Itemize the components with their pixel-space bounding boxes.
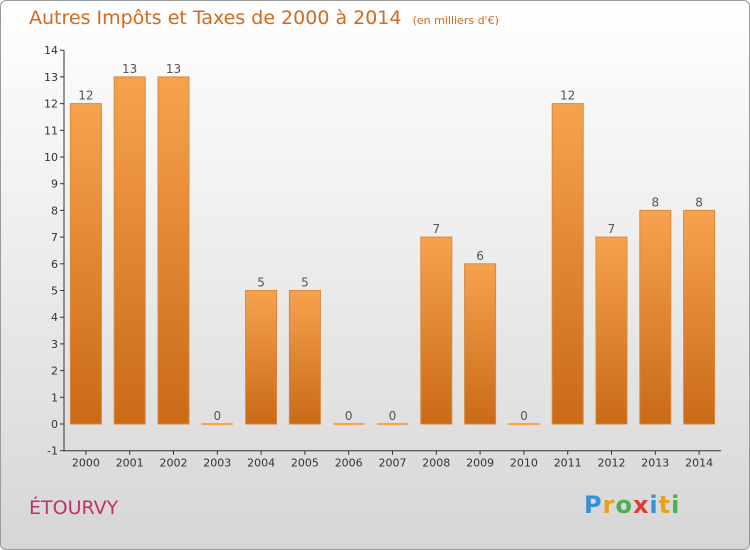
data-label: 0 xyxy=(345,409,353,423)
logo-letter: t xyxy=(658,491,672,519)
data-label: 12 xyxy=(560,89,575,103)
data-label: 8 xyxy=(695,195,703,209)
y-tick-label: 4 xyxy=(51,311,58,324)
bar xyxy=(333,423,365,425)
bar xyxy=(420,236,453,425)
y-tick-label: 11 xyxy=(44,124,58,137)
data-label: 13 xyxy=(122,62,137,76)
data-label: 0 xyxy=(389,409,397,423)
y-tick-label: 13 xyxy=(44,71,58,84)
data-label: 0 xyxy=(213,409,221,423)
logo-letter: i xyxy=(671,491,681,519)
y-tick-label: 5 xyxy=(51,285,58,298)
data-label: 6 xyxy=(476,249,484,263)
data-label: 5 xyxy=(301,276,309,290)
data-label: 13 xyxy=(166,62,181,76)
y-tick-label: 9 xyxy=(51,178,58,191)
bar xyxy=(201,423,233,425)
logo-letter: x xyxy=(632,491,650,519)
x-tick-label: 2011 xyxy=(554,457,582,470)
data-label: 12 xyxy=(78,89,93,103)
x-tick-label: 2012 xyxy=(598,457,626,470)
y-tick-label: 14 xyxy=(44,44,58,57)
chart-title: Autres Impôts et Taxes de 2000 à 2014 xyxy=(29,7,402,29)
bar xyxy=(639,209,672,425)
y-tick-label: -1 xyxy=(47,445,58,458)
bar xyxy=(245,290,278,425)
bar xyxy=(69,103,102,425)
x-tick-label: 2004 xyxy=(247,457,275,470)
y-tick-label: 0 xyxy=(51,418,58,431)
data-label: 7 xyxy=(432,222,440,236)
y-tick-label: 8 xyxy=(51,204,58,217)
y-tick-label: 12 xyxy=(44,98,58,111)
proxiti-logo: Proxiti xyxy=(584,491,680,519)
bar xyxy=(508,423,540,425)
y-tick-label: 3 xyxy=(51,338,58,351)
x-tick-label: 2001 xyxy=(116,457,144,470)
x-tick-label: 2009 xyxy=(466,457,494,470)
logo-letter: i xyxy=(649,491,659,519)
logo-letter: P xyxy=(584,491,603,519)
x-tick-label: 2013 xyxy=(641,457,669,470)
chart-subtitle: (en milliers d'€) xyxy=(412,14,499,27)
logo-letter: o xyxy=(615,491,633,519)
data-label: 8 xyxy=(651,195,659,209)
x-tick-label: 2003 xyxy=(203,457,231,470)
x-tick-label: 2002 xyxy=(160,457,188,470)
y-tick-label: 10 xyxy=(44,151,58,164)
chart-title-block: Autres Impôts et Taxes de 2000 à 2014 (e… xyxy=(29,7,499,29)
bar xyxy=(551,103,584,425)
bar xyxy=(464,263,497,425)
y-tick-label: 7 xyxy=(51,231,58,244)
data-label: 0 xyxy=(520,409,528,423)
logo-letter: r xyxy=(602,491,616,519)
y-tick-label: 6 xyxy=(51,258,58,271)
bar xyxy=(595,236,628,425)
x-tick-label: 2008 xyxy=(422,457,450,470)
y-tick-label: 2 xyxy=(51,365,58,378)
location-name: ÉTOURVY xyxy=(29,497,119,519)
bar xyxy=(113,76,146,425)
x-tick-label: 2010 xyxy=(510,457,538,470)
x-tick-label: 2005 xyxy=(291,457,319,470)
bar xyxy=(157,76,190,425)
x-tick-label: 2006 xyxy=(335,457,363,470)
data-label: 7 xyxy=(608,222,616,236)
bar xyxy=(683,209,716,425)
data-label: 5 xyxy=(257,276,265,290)
y-tick-label: 1 xyxy=(51,391,58,404)
x-tick-label: 2014 xyxy=(685,457,713,470)
x-tick-label: 2000 xyxy=(72,457,100,470)
bar xyxy=(288,290,321,425)
bar xyxy=(377,423,408,425)
x-tick-label: 2007 xyxy=(379,457,407,470)
